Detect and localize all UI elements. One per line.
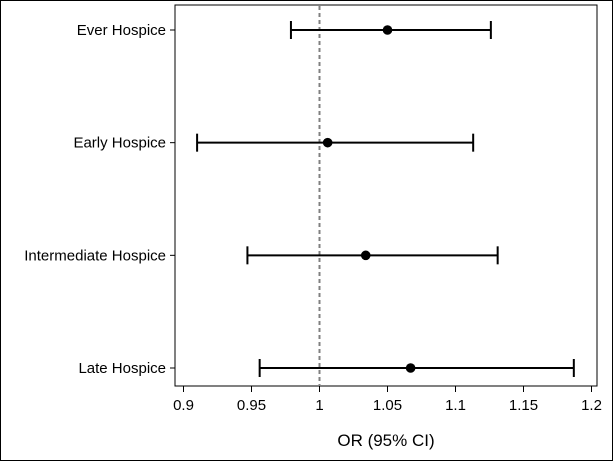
or-point [405,363,416,373]
or-point [360,250,371,261]
rows-group: Ever Hospice Early Hospice Intermediate Ho… [24,21,575,377]
forest-row: Intermediate Hospice [24,246,499,265]
y-tick-label: Ever Hospice [77,22,166,39]
x-tick-label: 1 [315,397,323,414]
x-axis-label: OR (95% CI) [337,431,434,450]
x-tick-label: 1.2 [581,397,602,414]
forest-row: Ever Hospice [77,21,492,39]
x-axis: 0.9 0.95 1 1.05 1.1 1.15 1.2 [173,386,602,414]
x-tick-label: 1.15 [509,397,538,414]
y-tick-label: Early Hospice [73,135,166,152]
forest-row: Early Hospice [73,133,475,152]
x-tick-label: 1.1 [445,397,466,414]
x-tick-label: 0.9 [173,397,194,414]
forest-row: Late Hospice [78,359,575,377]
x-tick-label: 0.95 [237,397,266,414]
y-tick-label: Intermediate Hospice [24,247,166,264]
y-tick-label: Late Hospice [78,360,166,377]
plot-area [174,4,598,387]
or-point [382,25,393,35]
x-tick-label: 1.05 [373,397,402,414]
or-point [322,137,333,148]
